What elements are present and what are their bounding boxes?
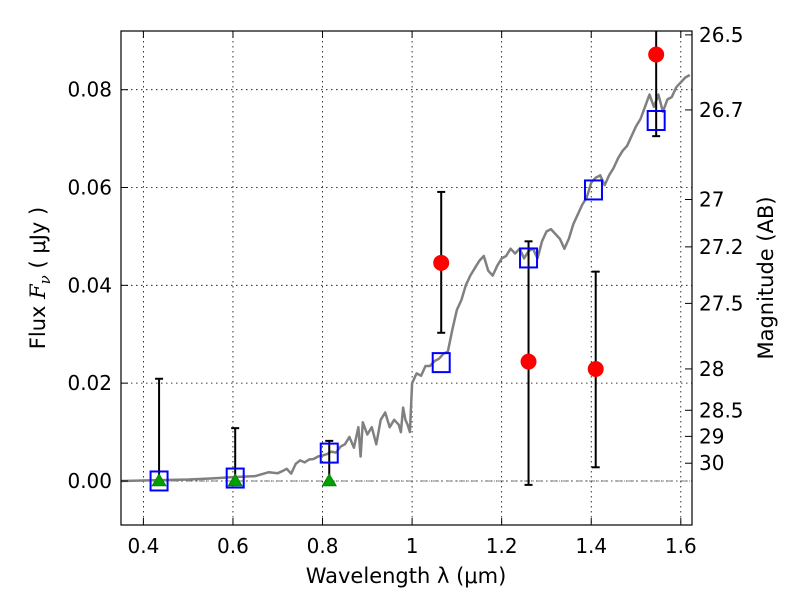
model-photometry-point	[149, 470, 169, 492]
x-tick-label: 1	[406, 534, 419, 558]
model-photometry-point	[646, 110, 666, 132]
y-axis-label: Flux Fν ( μJy )	[26, 207, 54, 349]
y-tick-label: 0.04	[67, 273, 112, 297]
mag-tick-label: 26.7	[699, 98, 744, 122]
axis-ticks: 0.4 0.6 0.8 1 1.2 1.4 1.6 0.00 0.02 0.04 0.06 0.08 2…	[67, 23, 743, 558]
upper-limit-point	[321, 473, 337, 487]
mag-tick-label: 28	[699, 357, 724, 381]
mag-tick-label: 27	[699, 188, 724, 212]
y2-axis-label: Magnitude (AB)	[754, 196, 778, 359]
detection-point	[648, 46, 665, 63]
x-tick-label: 0.8	[307, 534, 339, 558]
spectrum-line	[120, 73, 691, 483]
x-tick-label: 1.4	[575, 534, 607, 558]
upper-limit-point	[151, 473, 167, 487]
y-tick-label: 0.08	[67, 78, 112, 102]
upper-limit-point	[227, 473, 243, 487]
mag-tick-label: 28.5	[699, 398, 744, 422]
detection-point	[587, 360, 604, 377]
model-photometry-point	[519, 247, 539, 269]
model-photometry-point	[583, 179, 603, 201]
y-axis-label-prefix: Flux	[26, 299, 50, 349]
axes-frame	[120, 30, 693, 526]
mag-tick-label: 26.5	[699, 23, 744, 47]
plot-area	[120, 31, 691, 492]
y-axis-label-symbol: F	[26, 283, 50, 300]
detection-point	[520, 353, 537, 370]
x-tick-label: 0.4	[127, 534, 159, 558]
x-tick-label: 0.6	[217, 534, 249, 558]
model-photometry-point	[431, 352, 451, 374]
mag-tick-label: 27.2	[699, 235, 744, 259]
mag-tick-label: 27.5	[699, 291, 744, 315]
x-tick-label: 1.2	[486, 534, 518, 558]
x-axis-label: Wavelength λ (μm)	[306, 564, 507, 588]
mag-tick-label: 30	[699, 451, 724, 475]
y-tick-label: 0.00	[67, 469, 112, 493]
x-tick-label: 1.6	[665, 534, 697, 558]
mag-tick-label: 29	[699, 424, 724, 448]
model-photometry-point	[225, 467, 245, 489]
y-tick-label: 0.06	[67, 176, 112, 200]
y-axis-label-unit: ( μJy )	[26, 207, 50, 275]
model-photometry-point	[319, 442, 339, 464]
y-tick-label: 0.02	[67, 371, 112, 395]
detection-point	[433, 254, 450, 271]
y-axis-label-subscript: ν	[36, 275, 54, 284]
grid-lines	[121, 31, 692, 525]
